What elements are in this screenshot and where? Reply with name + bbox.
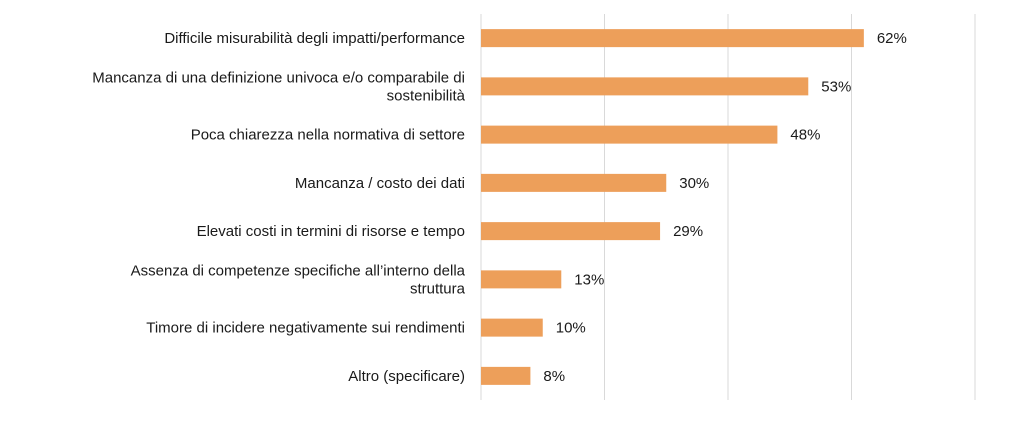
category-label-line: Mancanza di una definizione univoca e/o … [92, 69, 465, 86]
value-label: 29% [673, 223, 703, 240]
bar [481, 366, 531, 385]
category-label-line: Assenza di competenze specifiche all’int… [131, 262, 466, 279]
value-label: 8% [543, 368, 565, 385]
category-label: Difficile misurabilità degli impatti/per… [164, 30, 465, 47]
value-labels: 62% 53% 48% 30% 29% 13% 10% 8% [543, 30, 906, 385]
bar [481, 222, 661, 241]
value-label: 30% [679, 175, 709, 192]
category-label-line: Mancanza / costo dei dati [295, 175, 465, 192]
value-label: 53% [821, 78, 851, 95]
bar [481, 270, 562, 289]
category-label: Poca chiarezza nella normativa di settor… [191, 127, 465, 144]
category-label-line: Altro (specificare) [348, 368, 465, 385]
bars [481, 29, 864, 385]
category-label: Mancanza / costo dei dati [295, 175, 465, 192]
category-label: Altro (specificare) [348, 368, 465, 385]
category-label: Elevati costi in termini di risorse e te… [197, 223, 465, 240]
bar [481, 77, 809, 96]
value-label: 10% [556, 320, 586, 337]
bar [481, 29, 864, 48]
category-label-line: sostenibilità [387, 87, 466, 104]
grid-lines [480, 14, 976, 400]
category-labels: Difficile misurabilità degli impatti/per… [92, 30, 465, 385]
value-label: 13% [574, 271, 604, 288]
category-label-line: Difficile misurabilità degli impatti/per… [164, 30, 465, 47]
bar [481, 173, 667, 192]
category-label: Mancanza di una definizione univoca e/o … [92, 69, 465, 104]
value-label: 48% [790, 127, 820, 144]
value-label: 62% [877, 30, 907, 47]
category-label-line: Elevati costi in termini di risorse e te… [197, 223, 465, 240]
category-label-line: struttura [410, 280, 466, 297]
category-label: Timore di incidere negativamente sui ren… [146, 320, 465, 337]
category-label-line: Poca chiarezza nella normativa di settor… [191, 127, 465, 144]
bar [481, 125, 778, 144]
category-label-line: Timore di incidere negativamente sui ren… [146, 320, 465, 337]
bar [481, 318, 543, 337]
category-label: Assenza di competenze specifiche all’int… [131, 262, 466, 297]
